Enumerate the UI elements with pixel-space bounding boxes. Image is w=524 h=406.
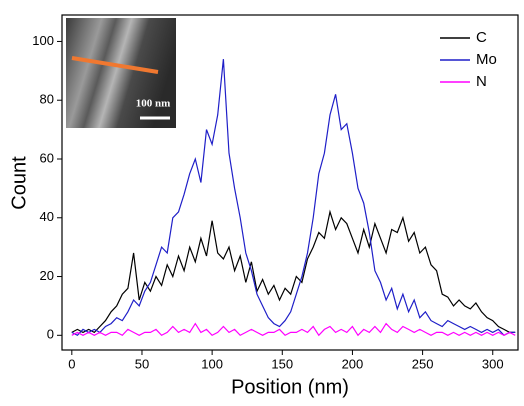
x-tick-label: 300: [482, 356, 504, 371]
legend-label: C: [476, 29, 487, 46]
x-tick-label: 50: [135, 356, 149, 371]
inset-scale-label: 100 nm: [136, 98, 171, 110]
legend-label: N: [476, 73, 487, 90]
x-tick-label: 200: [342, 356, 364, 371]
y-tick-label: 20: [40, 268, 54, 283]
x-axis-label: Position (nm): [231, 376, 349, 398]
series-line: [71, 322, 516, 337]
legend-label: Mo: [476, 51, 497, 68]
series-line: [71, 209, 516, 334]
inset-image: [66, 18, 176, 128]
x-tick-label: 100: [201, 356, 223, 371]
plot-frame: [61, 14, 519, 351]
x-tick-label: 150: [271, 356, 293, 371]
y-tick-label: 80: [40, 92, 54, 107]
y-tick-label: 0: [47, 327, 54, 342]
y-tick-label: 100: [32, 33, 54, 48]
x-tick-label: 250: [412, 356, 434, 371]
y-tick-label: 60: [40, 150, 54, 165]
x-tick-label: 0: [68, 356, 75, 371]
y-tick-label: 40: [40, 209, 54, 224]
series-line: [71, 59, 516, 337]
y-axis-label: Count: [8, 156, 30, 210]
